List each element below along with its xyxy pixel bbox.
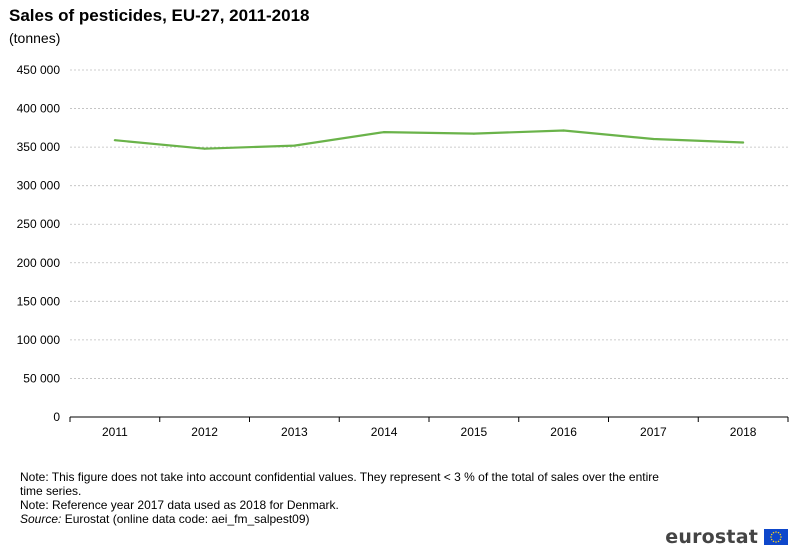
flag-star xyxy=(770,533,773,536)
eu-flag-icon xyxy=(764,529,788,545)
x-tick-label: 2016 xyxy=(550,425,577,439)
flag-star xyxy=(772,531,775,534)
flag-star xyxy=(775,531,777,533)
y-tick-label: 100 000 xyxy=(17,333,61,347)
note-denmark: Note: Reference year 2017 data used as 2… xyxy=(20,498,339,512)
x-tick-label: 2011 xyxy=(102,425,128,439)
flag-star xyxy=(777,531,780,534)
line-chart: 0 50 000 100 000 150 000 200 000 250 000 300 0… xyxy=(17,63,789,439)
source-text: Eurostat (online data code: aei_fm_salpe… xyxy=(61,512,310,526)
flag-star xyxy=(775,541,777,543)
flag-star xyxy=(770,536,772,538)
y-axis: 0 50 000 100 000 150 000 200 000 250 000 300 0… xyxy=(17,63,61,424)
data-point xyxy=(472,132,475,135)
data-point xyxy=(652,137,655,141)
series-layer xyxy=(113,129,745,150)
flag-star xyxy=(777,540,780,543)
chart-title: Sales of pesticides, EU-27, 2011-2018 xyxy=(9,6,310,25)
data-point xyxy=(113,139,116,142)
y-tick-label: 300 000 xyxy=(17,179,61,193)
y-tick-label: 50 000 xyxy=(23,371,60,385)
data-point xyxy=(293,144,296,147)
x-tick-label: 2014 xyxy=(371,425,398,439)
flag-background xyxy=(764,529,788,545)
flag-star xyxy=(780,536,782,538)
x-tick-label: 2015 xyxy=(461,425,488,439)
eurostat-logo: eurostat xyxy=(665,526,788,548)
flag-star xyxy=(770,538,773,541)
y-tick-label: 250 000 xyxy=(17,217,61,231)
x-tick-label: 2013 xyxy=(281,425,308,439)
x-axis: 2011 2012 2013 2014 2015 2016 2017 2018 xyxy=(69,416,789,439)
data-point xyxy=(203,147,206,150)
logo-text: eurostat xyxy=(665,526,758,548)
data-point xyxy=(742,141,745,144)
y-tick-label: 200 000 xyxy=(17,256,61,270)
data-point xyxy=(562,129,565,132)
chart-subtitle: (tonnes) xyxy=(9,30,61,46)
x-tick-label: 2018 xyxy=(730,425,757,439)
y-tick-label: 350 000 xyxy=(17,140,61,154)
series-line xyxy=(114,129,744,150)
x-tick-label: 2017 xyxy=(640,425,667,439)
source-label: Source: xyxy=(20,512,62,526)
note-confidential: Note: This figure does not take into acc… xyxy=(20,470,659,498)
source-line: Source: Eurostat (online data code: aei_… xyxy=(20,512,680,526)
y-tick-label: 150 000 xyxy=(17,294,61,308)
x-tick-label: 2012 xyxy=(191,425,218,439)
y-tick-label: 400 000 xyxy=(17,102,61,116)
flag-star xyxy=(772,540,775,543)
flag-star xyxy=(779,538,782,541)
footnotes: Note: This figure does not take into acc… xyxy=(20,470,680,526)
gridlines xyxy=(70,69,788,379)
data-point xyxy=(383,130,386,134)
flag-star xyxy=(779,533,782,536)
y-tick-label: 0 xyxy=(53,410,60,424)
y-tick-label: 450 000 xyxy=(17,63,61,77)
